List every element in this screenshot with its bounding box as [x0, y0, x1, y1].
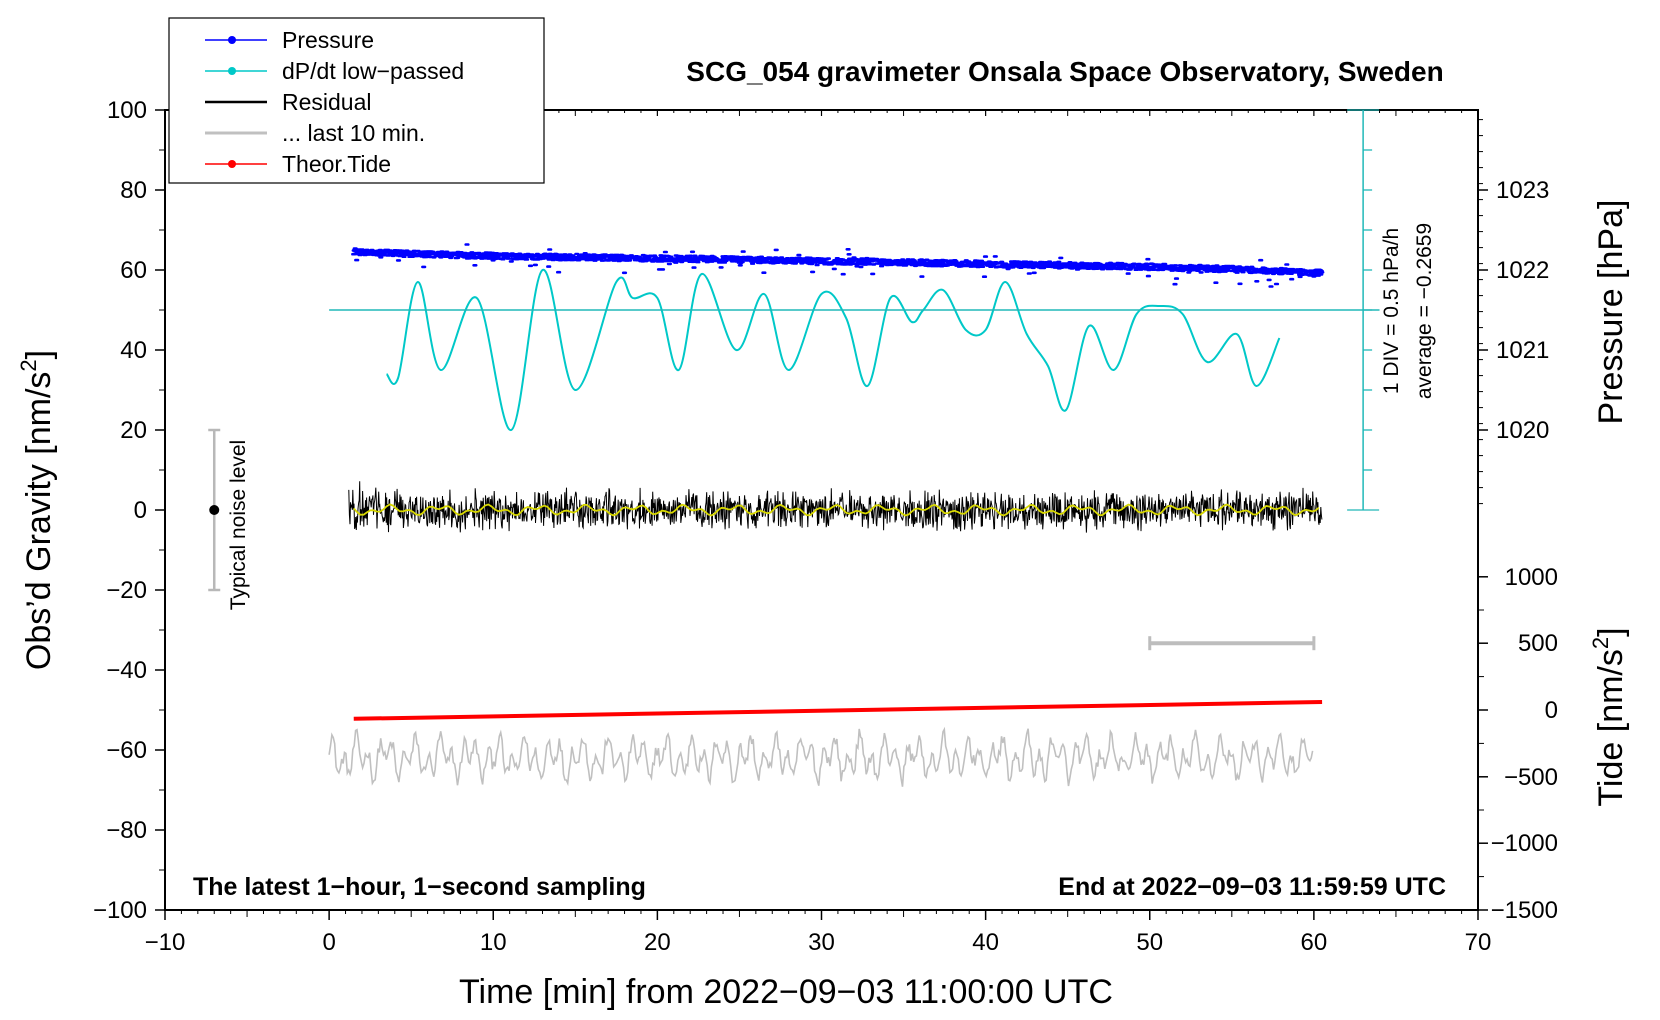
pressure-tick-label: 1020 — [1496, 417, 1549, 444]
y-tick-label: 80 — [120, 177, 147, 204]
legend-marker-pressure — [228, 36, 236, 44]
y-tick-label: −80 — [106, 817, 147, 844]
y-axis-title-left-sup: 2 — [16, 359, 41, 371]
tide-trace — [353, 700, 1323, 721]
residual-trace — [348, 481, 1323, 533]
y-tick-label: 20 — [120, 417, 147, 444]
residual-smoothed — [353, 503, 1320, 517]
dpdt-trace — [385, 268, 1281, 432]
x-tick-label: 10 — [480, 929, 507, 956]
y-tick-label: −100 — [93, 897, 147, 924]
legend-label-pressure: Pressure — [282, 27, 374, 53]
legend-marker-tide — [228, 160, 236, 168]
legend-marker-dpdt — [228, 67, 236, 75]
y-axis-title-tide-close: ] — [1592, 627, 1630, 636]
last10-trace — [328, 726, 1314, 787]
x-tick-label: 30 — [808, 929, 835, 956]
x-tick-label: 70 — [1465, 929, 1492, 956]
x-tick-label: 0 — [322, 929, 335, 956]
legend-entry-tide: Theor.Tide — [205, 151, 391, 177]
legend-label-residual: Residual — [282, 89, 372, 115]
y-tick-label: −60 — [106, 737, 147, 764]
legend-label-last10: ... last 10 min. — [282, 120, 425, 146]
tide-tick-label: −1000 — [1491, 830, 1558, 857]
tide-tick-label: 1000 — [1505, 564, 1558, 591]
legend-label-tide: Theor.Tide — [282, 151, 391, 177]
y-axis-title-tide-main: Tide [nm/s — [1592, 649, 1630, 806]
legend: Pressure dP/dt low−passed Residual ... l… — [168, 17, 545, 184]
tide-tick-label: −1500 — [1491, 897, 1558, 924]
x-tick-label: 20 — [644, 929, 671, 956]
axes-layer: −10 0 10 20 30 40 50 60 70100806040200−20−40−60−… — [93, 97, 1558, 956]
end-time-note: End at 2022−09−03 11:59:59 UTC — [1058, 873, 1446, 901]
y-tick-label: 40 — [120, 337, 147, 364]
pressure-tick-label: 1022 — [1496, 257, 1549, 284]
y-axis-title-tide: Tide [nm/s2] — [1588, 627, 1630, 806]
x-tick-label: 40 — [972, 929, 999, 956]
series-layer — [328, 243, 1325, 787]
noise-level-label: Typical noise level — [227, 440, 250, 610]
sampling-note: The latest 1−hour, 1−second sampling — [193, 873, 646, 901]
average-label: average = −0.2659 — [1413, 223, 1436, 399]
pressure-tick-label: 1021 — [1496, 337, 1549, 364]
y-axis-title-pressure: Pressure [hPa] — [1592, 200, 1630, 425]
tide-tick-label: 500 — [1518, 630, 1558, 657]
noise-bar-dot — [209, 505, 220, 515]
legend-box — [168, 17, 545, 184]
y-tick-label: −40 — [106, 657, 147, 684]
y-axis-title-left: Obs’d Gravity [nm/s2] — [16, 350, 58, 670]
legend-entry-residual: Residual — [205, 89, 372, 115]
div-scale-label: 1 DIV = 0.5 hPa/h — [1380, 228, 1403, 394]
x-axis-title: Time [min] from 2022−09−03 11:00:00 UTC — [459, 973, 1113, 1011]
legend-entry-dpdt: dP/dt low−passed — [205, 58, 464, 84]
legend-label-dpdt: dP/dt low−passed — [282, 58, 464, 84]
y-axis-title-left-main: Obs’d Gravity [nm/s — [20, 372, 58, 671]
pressure-tick-label: 1023 — [1496, 177, 1549, 204]
legend-entry-pressure: Pressure — [205, 27, 374, 53]
tide-tick-label: 0 — [1545, 697, 1558, 724]
y-tick-label: −20 — [106, 577, 147, 604]
pressure-scatter — [351, 243, 1325, 288]
y-axis-title-left-close: ] — [20, 350, 58, 359]
y-axis-title-tide-sup: 2 — [1588, 637, 1613, 649]
y-tick-label: 0 — [134, 497, 147, 524]
chart-title: SCG_054 gravimeter Onsala Space Observat… — [686, 56, 1443, 87]
legend-entry-last10: ... last 10 min. — [205, 120, 425, 146]
x-tick-label: 50 — [1136, 929, 1163, 956]
x-tick-label: 60 — [1301, 929, 1328, 956]
y-tick-label: 100 — [107, 97, 147, 124]
tide-tick-label: −500 — [1504, 764, 1558, 791]
y-tick-label: 60 — [120, 257, 147, 284]
annotation-layer — [208, 109, 1380, 651]
x-tick-label: −10 — [145, 929, 186, 956]
